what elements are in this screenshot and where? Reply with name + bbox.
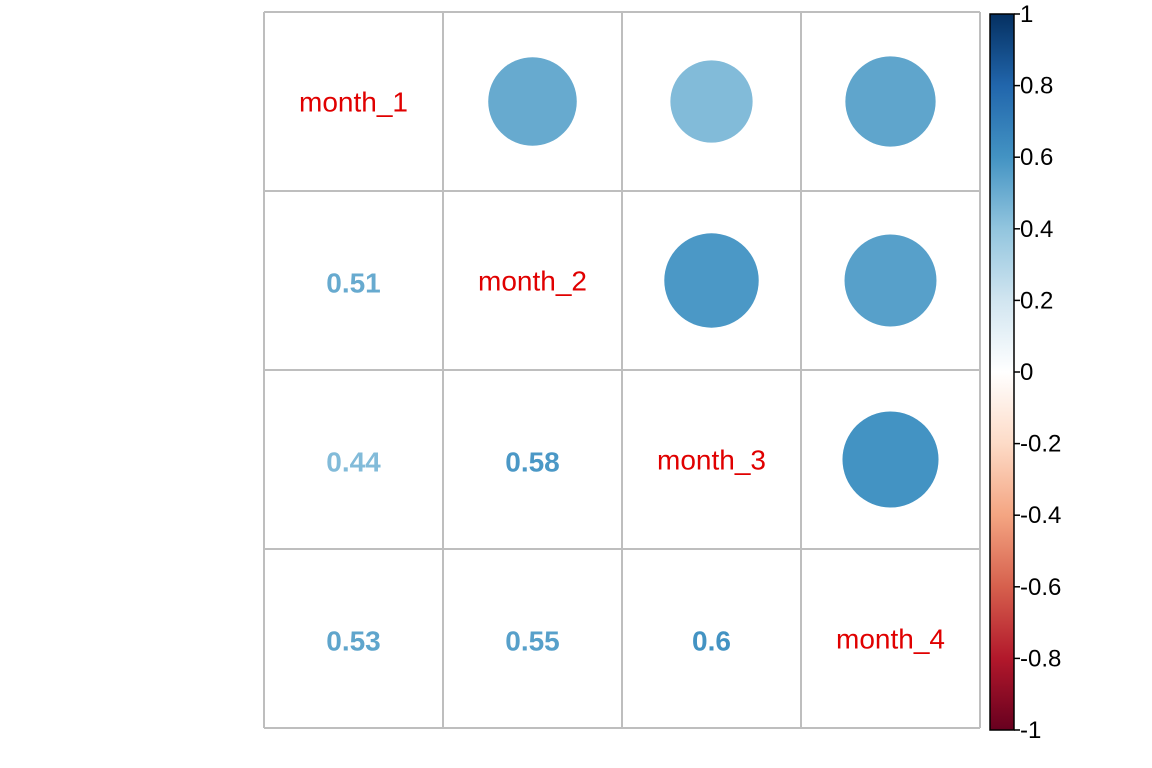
colorbar-gradient [989,13,1015,731]
diagonal-label-month-2: month_2 [478,266,587,297]
colorbar-tick-label: -1 [1020,717,1041,744]
diagonal-label-month-1: month_1 [299,87,408,118]
corr-circle-r2-c3 [664,233,759,328]
corr-value-r4-c1: 0.53 [326,626,381,657]
corr-circle-r2-c4 [844,234,937,327]
colorbar-tick-label: -0.6 [1020,574,1061,601]
corr-circle-r1-c3 [670,60,753,143]
colorbar-tick-label: 1 [1020,1,1033,28]
corr-value-r3-c2: 0.58 [505,447,560,478]
colorbar-tick-label: -0.8 [1020,645,1061,672]
colorbar-tick-label: 0 [1020,359,1033,386]
corr-value-r4-c3: 0.6 [692,626,731,657]
diagonal-label-month-4: month_4 [836,624,945,655]
colorbar-tick-label: -0.4 [1020,502,1061,529]
color-legend: 1 0.8 0.6 0.4 0.2 0 -0.2 -0.4 -0.6 -0.8 -1 [989,1,1061,744]
corr-value-r2-c1: 0.51 [326,268,381,299]
colorbar-tick-label: -0.2 [1020,431,1061,458]
correlation-matrix: month_1 month_2 month_3 month_4 0.51 0.44 0.58… [263,11,981,729]
corr-circle-r1-c2 [488,57,577,146]
corr-circle-r3-c4 [842,411,939,508]
corr-circle-r1-c4 [845,56,936,147]
colorbar-tick-label: 0.6 [1020,144,1053,171]
colorbar-tick-label: 0.4 [1020,216,1053,243]
colorbar-tick-label: 0.8 [1020,73,1053,100]
corr-value-r4-c2: 0.55 [505,626,560,657]
corr-value-r3-c1: 0.44 [326,447,381,478]
diagonal-label-month-3: month_3 [657,445,766,476]
colorbar-tick-label: 0.2 [1020,287,1053,314]
